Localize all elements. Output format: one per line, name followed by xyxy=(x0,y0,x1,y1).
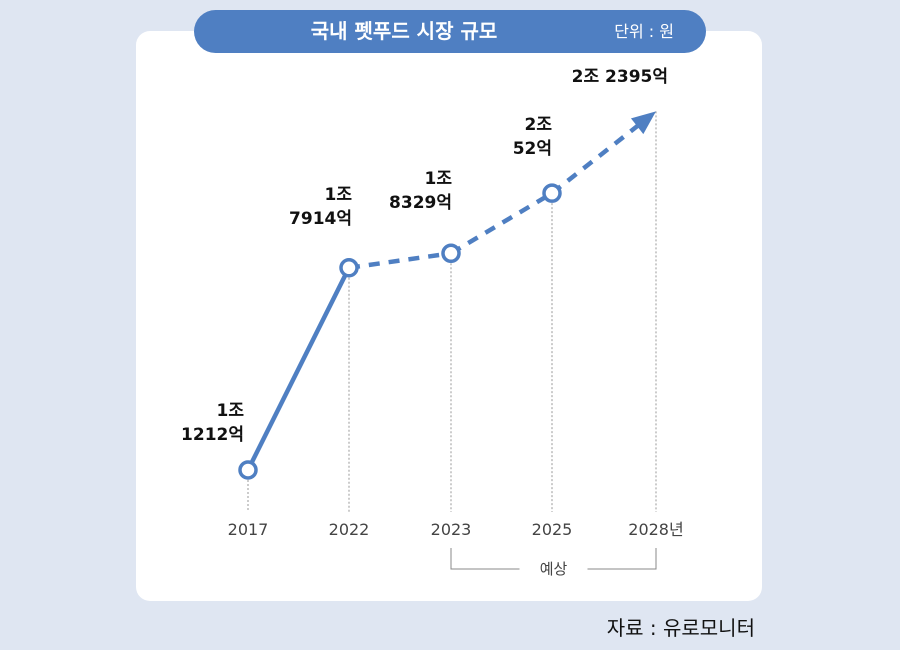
x-tick-label: 2017 xyxy=(228,520,269,539)
data-point xyxy=(238,460,258,480)
series-segment xyxy=(449,191,554,256)
data-point xyxy=(339,258,359,278)
x-tick-label: 2022 xyxy=(329,520,370,539)
forecast-label: 예상 xyxy=(540,560,568,578)
unit-label: 단위 : 원 xyxy=(614,22,674,41)
chart-card xyxy=(136,31,762,601)
series-segment xyxy=(245,265,352,473)
series-segment xyxy=(550,118,647,195)
source-note: 자료 : 유로모니터 xyxy=(606,616,755,640)
data-label: 1조 7914억 xyxy=(289,185,352,229)
data-label: 1조 1212억 xyxy=(181,401,244,445)
x-tick-label: 2023 xyxy=(431,520,472,539)
x-tick-label: 2025 xyxy=(532,520,573,539)
series-arrowhead xyxy=(630,111,656,135)
data-point xyxy=(441,243,461,264)
data-label: 2조 2395억 xyxy=(572,67,668,87)
data-label: 1조 8329억 xyxy=(389,169,452,213)
forecast-bracket xyxy=(587,548,657,570)
data-label: 2조 52억 xyxy=(513,115,553,159)
data-point xyxy=(542,183,562,203)
series-segment xyxy=(348,251,452,271)
title-banner: 국내 펫푸드 시장 규모 단위 : 원 xyxy=(194,10,706,53)
chart-title: 국내 펫푸드 시장 규모 xyxy=(310,19,498,43)
forecast-bracket xyxy=(450,548,520,570)
x-tick-label: 2028년 xyxy=(628,520,683,539)
